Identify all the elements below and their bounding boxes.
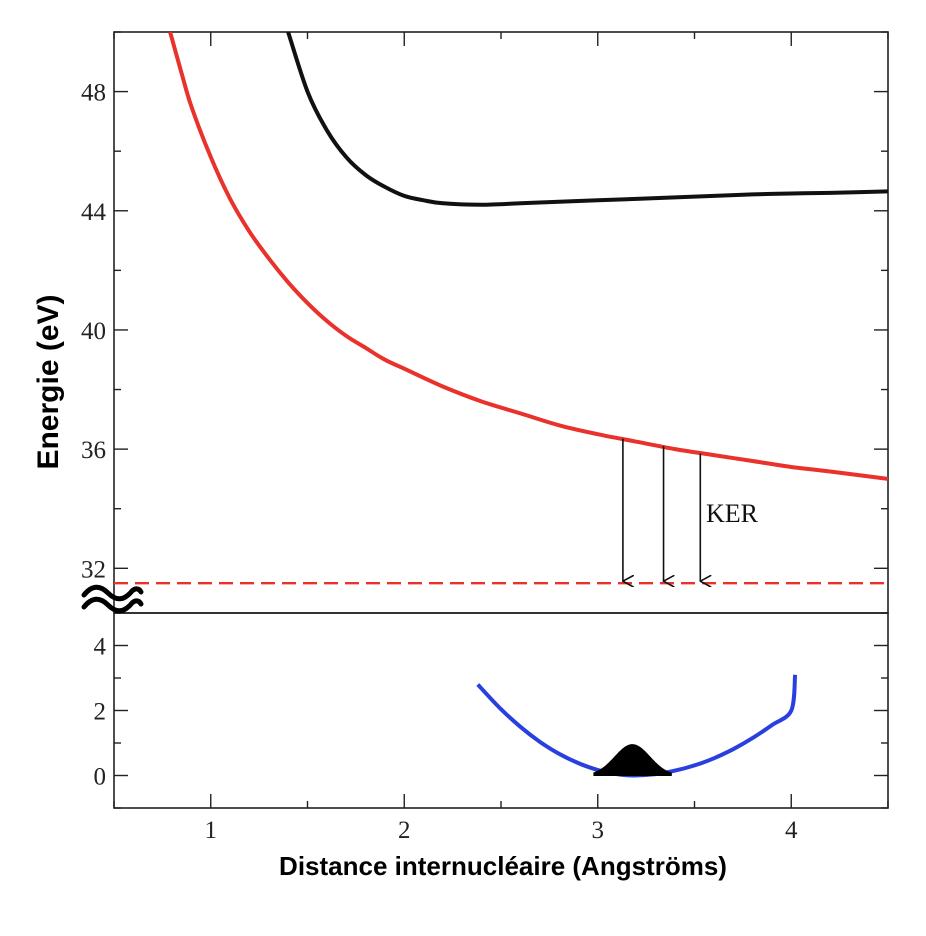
y-axis-title: Energie (eV) <box>32 294 65 469</box>
x-axis: 1 2 3 4 <box>113 32 889 844</box>
ker-label: KER <box>706 499 759 528</box>
upper-y-tick-label: 48 <box>81 80 106 107</box>
axis-break-icon <box>81 584 144 614</box>
upper-panel: 32 36 40 44 48 <box>81 31 889 614</box>
x-axis-title: Distance internucléaire (Angströms) <box>279 851 727 881</box>
lower-panel: 0 2 4 <box>94 612 889 809</box>
upper-y-tick-label: 44 <box>81 199 107 226</box>
lower-y-tick-label: 2 <box>94 699 107 726</box>
x-tick-label: 3 <box>592 817 605 844</box>
upper-series-line-2 <box>286 32 888 207</box>
upper-y-tick-label: 32 <box>81 556 106 583</box>
lower-y-tick-label: 4 <box>94 634 107 661</box>
upper-y-tick-label: 36 <box>81 437 106 464</box>
upper-y-tick-label: 40 <box>81 318 106 345</box>
x-tick-label: 1 <box>205 817 218 844</box>
lower-y-tick-label: 0 <box>94 764 107 791</box>
upper-series-line-1 <box>168 32 888 481</box>
upper-plot-frame <box>113 31 889 614</box>
wavepacket-shape <box>593 744 672 776</box>
x-tick-label: 4 <box>785 817 798 844</box>
x-tick-label: 2 <box>398 817 411 844</box>
